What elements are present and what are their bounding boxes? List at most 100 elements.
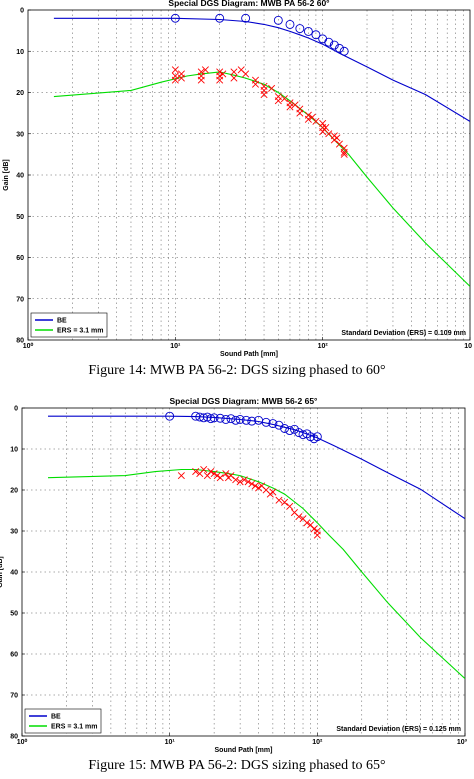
x-axis-label: Sound Path [mm] — [215, 747, 273, 754]
be-marker — [303, 27, 313, 36]
be-marker — [209, 413, 219, 423]
y-tick-label: 80 — [10, 734, 18, 741]
ers-marker — [232, 476, 240, 484]
y-tick-label: 60 — [10, 652, 18, 659]
ers-marker — [201, 66, 209, 74]
ers-marker-stroke — [319, 128, 327, 136]
ers-marker-stroke — [244, 478, 252, 486]
ers-marker-stroke — [325, 130, 333, 138]
be-marker — [285, 19, 295, 29]
legend-ers-label: ERS = 3.1 mm — [51, 724, 98, 731]
ers-marker — [200, 465, 208, 474]
x-axis-label: Sound Path [mm] — [220, 351, 278, 358]
x-tick-label: 10 — [464, 343, 472, 350]
be-marker — [170, 13, 180, 23]
figure-15: Special DGS Diagram: MWB 56-2 65° 0 10 20 30… — [0, 394, 474, 779]
ers-marker-stroke — [255, 484, 263, 492]
ers-marker — [274, 97, 282, 105]
ers-marker — [280, 95, 288, 103]
ers-marker-stroke — [322, 124, 330, 132]
ers-marker — [171, 76, 179, 84]
legend: BE ERS = 3.1 mm — [30, 312, 108, 338]
ers-marker — [295, 513, 303, 521]
y-tick-label: 40 — [10, 570, 18, 577]
ers-marker-stroke — [291, 101, 299, 109]
be-marker — [285, 426, 295, 435]
ers-marker — [171, 66, 179, 74]
ers-curve — [47, 468, 465, 680]
chart-title: Special DGS Diagram: MWB 56-2 65° — [170, 396, 319, 406]
ers-marker-stroke — [177, 472, 185, 480]
ers-marker — [333, 134, 341, 142]
ers-marker-stroke — [171, 66, 179, 74]
be-marker — [290, 424, 299, 434]
ers-marker — [310, 525, 318, 533]
y-tick-label: 0 — [14, 406, 18, 413]
x-tick-label: 10⁰ — [23, 342, 34, 350]
be-curve — [48, 415, 465, 520]
y-tick-label: 60 — [16, 255, 24, 262]
ers-marker — [340, 148, 348, 156]
ers-marker-stroke — [248, 480, 256, 488]
y-tick-label: 70 — [16, 296, 24, 303]
ers-marker-stroke — [286, 103, 294, 111]
chart-title: Special DGS Diagram: MWB PA 56-2 60° — [168, 0, 330, 8]
y-tick-label: 80 — [16, 338, 24, 345]
legend-box — [30, 312, 108, 338]
y-tick-label: 30 — [10, 529, 18, 536]
ers-marker — [227, 472, 235, 480]
be-marker — [261, 417, 271, 427]
ers-marker — [286, 103, 294, 111]
ers-marker — [230, 68, 238, 76]
ers-marker-stroke — [262, 486, 270, 494]
be-marker — [206, 414, 216, 424]
ers-marker — [251, 482, 259, 490]
be-marker — [241, 415, 251, 425]
ers-marker — [304, 115, 312, 123]
legend-be-label: BE — [51, 714, 61, 721]
ers-marker-stroke — [230, 74, 238, 82]
ers-curve — [53, 71, 470, 287]
ers-marker-stroke — [197, 76, 205, 84]
ers-marker-stroke — [216, 76, 224, 84]
figure-caption: Figure 15: MWB PA 56-2: DGS sizing phase… — [88, 758, 386, 773]
ers-marker-stroke — [335, 140, 343, 148]
ers-marker-stroke — [230, 68, 238, 76]
y-tick-label: 10 — [16, 49, 24, 56]
be-marker — [226, 414, 236, 424]
ers-marker — [325, 130, 333, 138]
ers-marker-stroke — [227, 472, 235, 480]
ers-marker-stroke — [200, 465, 208, 474]
series-group — [53, 13, 470, 287]
x-tick-label: 10¹ — [165, 739, 176, 746]
ers-marker-stroke — [295, 513, 303, 521]
ers-marker-stroke — [192, 468, 200, 476]
be-marker — [247, 416, 257, 426]
ers-marker-stroke — [290, 509, 298, 517]
ers-marker-stroke — [340, 150, 348, 158]
ers-marker — [236, 478, 244, 486]
legend-ers-label: ERS = 3.1 mm — [57, 328, 104, 335]
ers-marker — [260, 91, 268, 99]
dgs-chart-60: Special DGS Diagram: MWB PA 56-2 60° 0 10 2… — [3, 0, 472, 358]
ers-marker-stroke — [307, 521, 315, 529]
y-axis-label: Gain [dB] — [3, 159, 10, 191]
ers-marker-stroke — [303, 519, 311, 527]
ers-marker-stroke — [171, 76, 179, 84]
be-marker — [274, 420, 284, 430]
ers-marker-stroke — [296, 109, 304, 117]
ers-marker-stroke — [312, 117, 320, 125]
be-marker — [295, 24, 305, 34]
be-marker — [335, 43, 344, 53]
ers-marker — [213, 472, 221, 480]
ers-marker — [192, 468, 200, 476]
ers-marker — [275, 496, 283, 504]
ers-marker-stroke — [274, 97, 282, 105]
ers-marker-stroke — [268, 84, 276, 92]
ers-marker-stroke — [310, 525, 318, 533]
ers-marker-stroke — [210, 470, 218, 478]
ers-marker — [207, 468, 215, 476]
dgs-chart-65: Special DGS Diagram: MWB 56-2 65° 0 10 20 30… — [0, 396, 468, 754]
ers-marker — [216, 76, 224, 84]
legend: BE ERS = 3.1 mm — [24, 708, 102, 734]
